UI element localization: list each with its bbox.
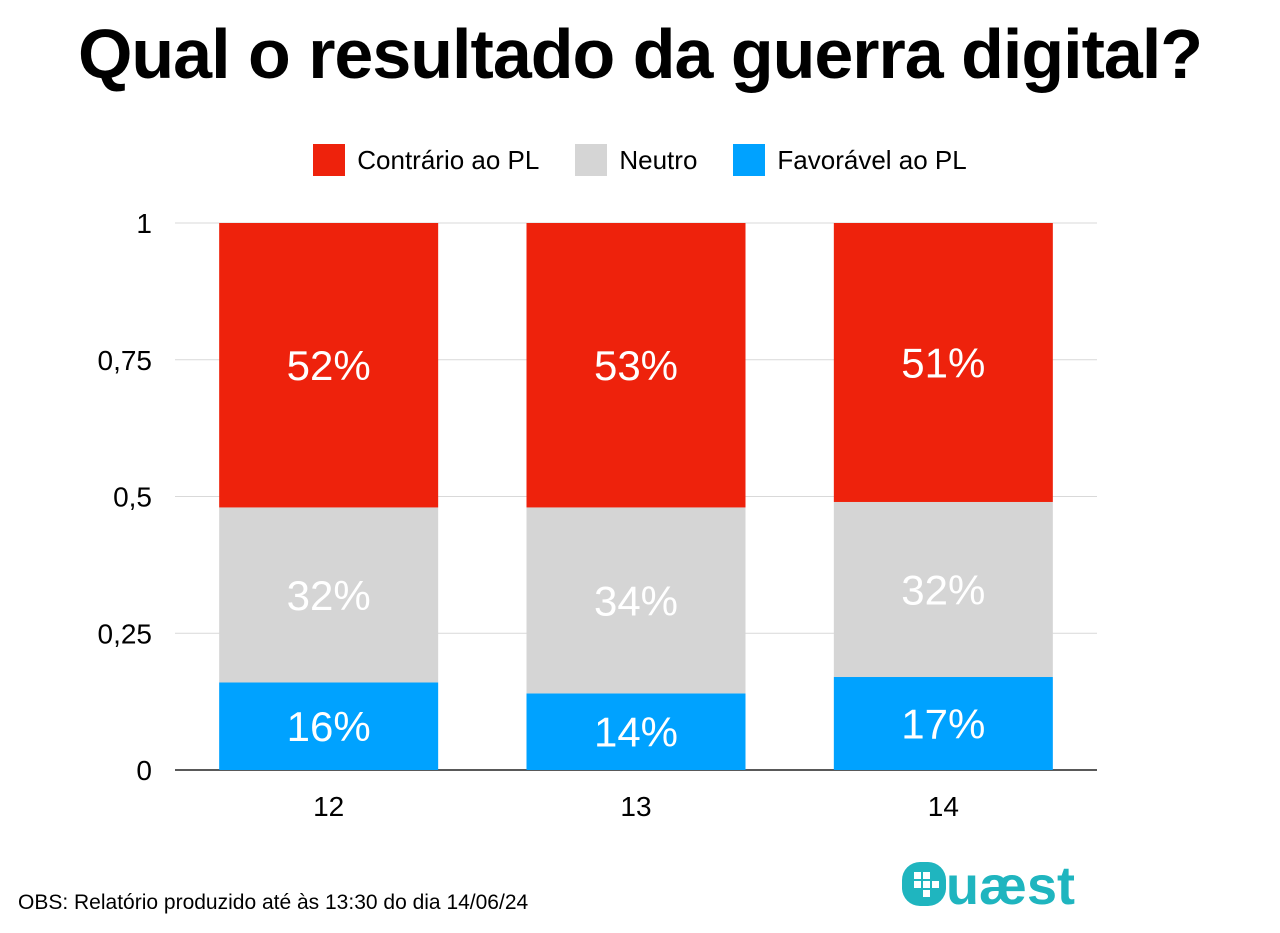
y-tick-label: 0,75: [98, 345, 153, 376]
y-tick-label: 1: [136, 208, 152, 239]
legend-swatch: [313, 144, 346, 176]
x-tick-label: 14: [928, 791, 959, 822]
bar-segment: [833, 501, 1053, 678]
legend-item: Neutro: [575, 144, 697, 176]
x-tick-label: 12: [313, 791, 344, 822]
bar-segment: [526, 507, 746, 694]
x-tick-label: 13: [620, 791, 651, 822]
data-label: 52%: [287, 342, 371, 389]
report-note: OBS: Relatório produzido até às 13:30 do…: [18, 891, 529, 914]
legend-label: Contrário ao PL: [357, 144, 540, 175]
bar-segment: [219, 682, 439, 770]
y-tick-label: 0,5: [113, 482, 152, 513]
data-label: 14%: [594, 709, 678, 756]
y-tick-label: 0,25: [98, 618, 153, 649]
bar-segment: [526, 223, 746, 508]
legend-item: Favorável ao PL: [733, 144, 967, 176]
bar-segment: [833, 223, 1053, 502]
data-label: 51%: [901, 339, 985, 386]
data-label: 53%: [594, 342, 678, 389]
chart-legend: Contrário ao PL Neutro Favorável ao PL: [0, 144, 1280, 176]
legend-label: Favorável ao PL: [777, 144, 967, 175]
bar-segment: [526, 693, 746, 770]
stacked-bar-chart: 0 0,25 0,5 0,75 1 16% 32% 52% 12 14% 34% 53% 13 17% 32…: [98, 208, 1097, 822]
data-label: 17%: [901, 701, 985, 748]
bar-segment: [219, 507, 439, 683]
legend-swatch: [733, 144, 766, 176]
data-label: 34%: [594, 577, 678, 624]
chart-title: Qual o resultado da guerra digital?: [77, 15, 1203, 93]
data-label: 16%: [287, 703, 371, 750]
bar-segment: [219, 223, 439, 508]
data-label: 32%: [287, 572, 371, 619]
quaest-logo: uæst: [902, 856, 1075, 914]
data-label: 32%: [901, 566, 985, 613]
legend-label: Neutro: [619, 144, 698, 175]
bar-segment: [833, 677, 1053, 770]
logo-wordmark: uæst: [946, 856, 1075, 914]
y-tick-label: 0: [136, 755, 152, 786]
legend-swatch: [575, 144, 608, 176]
legend-item: Contrário ao PL: [313, 144, 539, 176]
